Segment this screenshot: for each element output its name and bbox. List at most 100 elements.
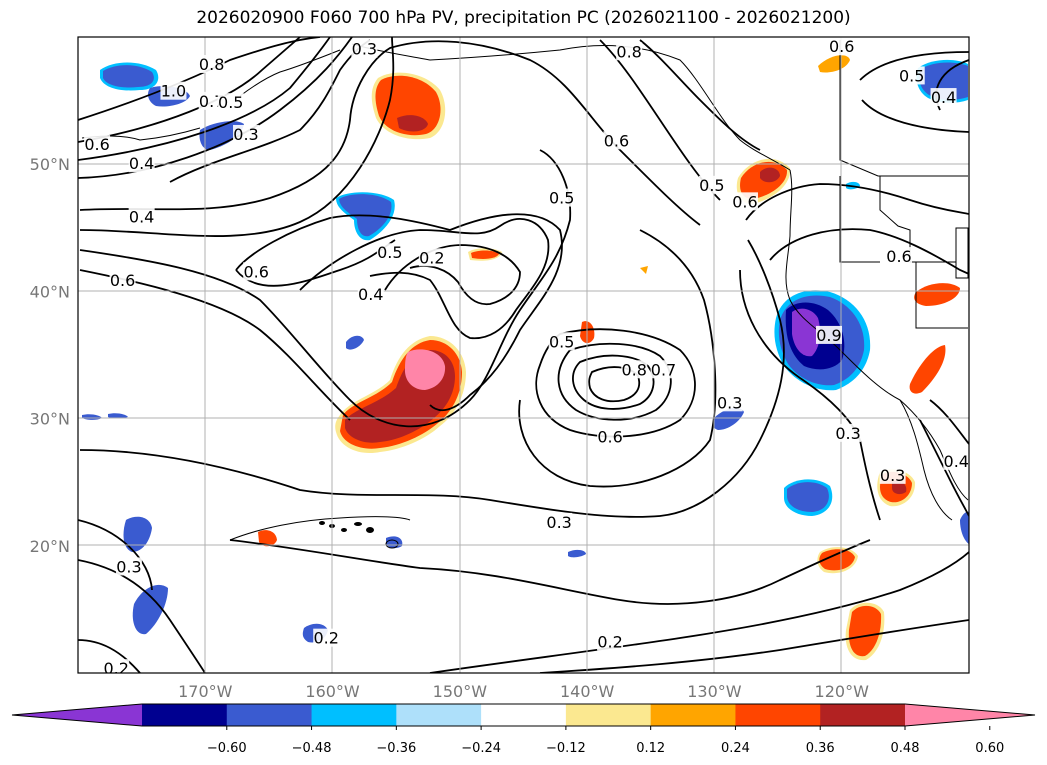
contour-label: 0.3 (116, 557, 141, 576)
colorbar-tick-label: 0.36 (806, 741, 835, 756)
lon-tick-label: 150°W (433, 682, 488, 701)
contour-label-bg (243, 262, 270, 281)
colorbar-segment (820, 704, 906, 726)
colorbar-tick-label: −0.48 (292, 741, 332, 756)
contour-label: 0.2 (313, 629, 338, 648)
contour-label-bg (217, 93, 244, 112)
contour-label: 0.8 (616, 42, 641, 61)
contour-label: 0.2 (103, 659, 128, 678)
contour-label: 0.5 (549, 332, 574, 351)
colorbar-tick-label: −0.36 (376, 741, 416, 756)
contour-label: 1.0 (161, 82, 186, 101)
colorbar-tick-label: 0.60 (975, 741, 1004, 756)
contour-label: 0.3 (352, 40, 377, 59)
contour-label: 0.4 (944, 452, 969, 471)
contour-label: 0.6 (243, 262, 268, 281)
contour-label: 0.2 (419, 248, 444, 267)
contour-label: 0.3 (880, 466, 905, 485)
contour-label-bg (828, 37, 855, 56)
graticule (78, 37, 969, 673)
colorbar-tick-label: −0.60 (207, 741, 247, 756)
contour-label: 0.2 (597, 632, 622, 651)
contour-label: 0.3 (717, 393, 742, 412)
lat-tick-label: 30°N (30, 410, 70, 429)
colorbar-segment (396, 704, 482, 726)
contour-label-bg (603, 131, 630, 150)
contour-label-bg (376, 243, 403, 262)
colorbar-segment (142, 704, 228, 726)
colorbar-segment (481, 704, 567, 726)
contour-label: 0.4 (129, 154, 154, 173)
map-title: 2026020900 F060 700 hPa PV, precipitatio… (196, 8, 851, 28)
contour-label-bg (930, 88, 957, 107)
contour-label: 0.6 (597, 428, 622, 447)
lon-tick-label: 170°W (178, 682, 233, 701)
lat-tick-label: 20°N (30, 537, 70, 556)
contour-label-bg (879, 465, 906, 484)
contour-label: 0.8 (199, 55, 224, 74)
contour-label-bg (731, 192, 758, 211)
colorbar-tick-label: 0.24 (721, 741, 750, 756)
contour-label-bg (233, 124, 260, 143)
colorbar-extend-low (12, 704, 142, 726)
colorbar-tick-label: −0.12 (546, 741, 586, 756)
contour-label: 0.6 (604, 131, 629, 150)
colorbar-segment (735, 704, 821, 726)
contour-label-bg (357, 285, 384, 304)
contour-label-bg (115, 557, 142, 576)
contour-label: 0.5 (899, 66, 924, 85)
latitude-axis: 20°N 30°N 40°N 50°N (30, 155, 70, 556)
contour-label-bg (943, 451, 969, 470)
contour-label-bg (351, 39, 378, 58)
contour-labels: 0.80.71.00.50.30.60.40.40.6 0.60.50.40.20… (84, 37, 969, 678)
contour-label: 0.6 (732, 192, 757, 211)
lat-tick-label: 40°N (30, 282, 70, 301)
colorbar-tick-label: −0.24 (461, 741, 501, 756)
contour-label-bg (597, 632, 624, 651)
contour-label-bg (548, 188, 575, 207)
contour-label: 0.3 (546, 513, 571, 532)
contour-label-bg (616, 42, 643, 61)
contour-label: 0.3 (835, 424, 860, 443)
contour-label-bg (597, 427, 624, 446)
colorbar-segment (311, 704, 397, 726)
contour-label-bg (160, 81, 187, 100)
contour-label: 0.6 (84, 135, 109, 154)
colorbar-tick-label: 0.48 (891, 741, 920, 756)
contour-label: 0.5 (218, 93, 243, 112)
contour-label: 0.4 (129, 208, 154, 227)
contour-label-bg (109, 271, 136, 290)
contour-label-bg (198, 54, 225, 73)
pv-contours (78, 37, 969, 673)
contour-label-bg (128, 154, 155, 173)
colorbar-outline (11, 703, 1036, 727)
colorbar-extend-high (905, 704, 1035, 726)
map-frame (77, 36, 970, 674)
contour-label: 0.5 (549, 189, 574, 208)
contour-label: 0.5 (699, 176, 724, 195)
lat-tick-label: 50°N (30, 155, 70, 174)
contour-label: 0.7 (651, 360, 676, 379)
contour-label-bg (698, 175, 725, 194)
contour-label: 0.8 (622, 360, 647, 379)
contour-label-bg (835, 423, 862, 442)
contour-label: 0.6 (886, 247, 911, 266)
contour-label: 0.9 (816, 326, 841, 345)
lon-tick-label: 130°W (687, 682, 742, 701)
contour-label-bg (103, 659, 130, 673)
coastlines (81, 40, 969, 541)
contour-label: 0.6 (110, 271, 135, 290)
colorbar-segment (565, 704, 652, 726)
contour-label-bg (546, 512, 573, 531)
contour-label-bg (815, 325, 842, 344)
lon-tick-label: 160°W (305, 682, 360, 701)
contour-label-bg (650, 360, 677, 379)
contour-label-bg (313, 628, 340, 647)
contour-label-bg (548, 332, 575, 351)
contour-label-bg (621, 360, 648, 379)
contour-label-bg (84, 135, 111, 154)
contour-label-bg (418, 248, 445, 267)
contour-label: 0.3 (233, 125, 258, 144)
contour-label: 0.4 (931, 88, 956, 107)
